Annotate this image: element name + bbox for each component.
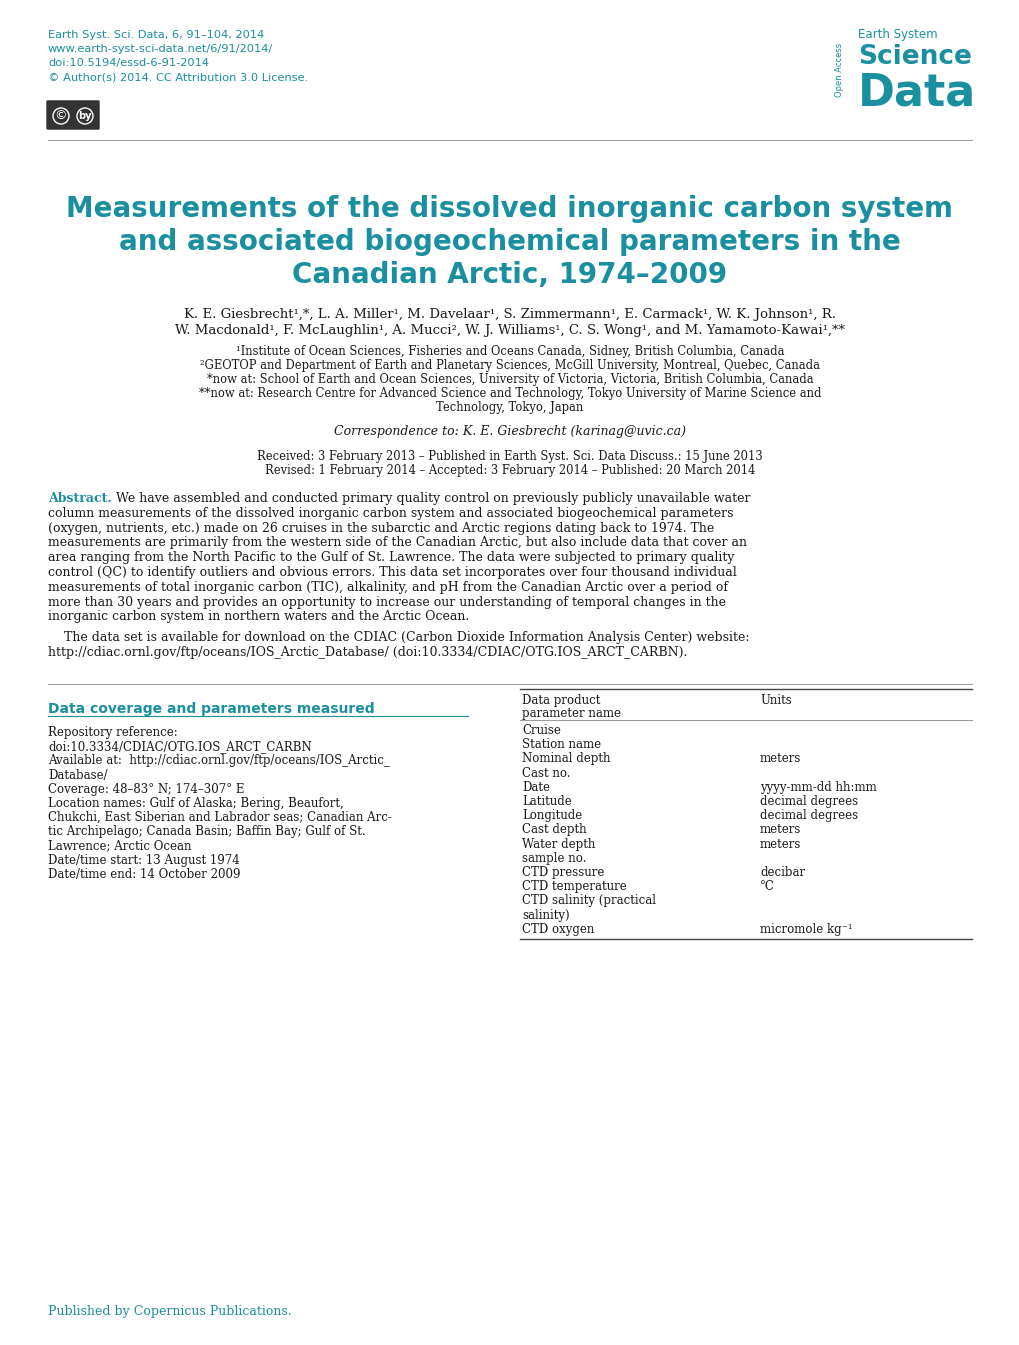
Text: inorganic carbon system in northern waters and the Arctic Ocean.: inorganic carbon system in northern wate… <box>48 611 469 623</box>
Text: Location names: Gulf of Alaska; Bering, Beaufort,: Location names: Gulf of Alaska; Bering, … <box>48 798 343 810</box>
Text: ¹Institute of Ocean Sciences, Fisheries and Oceans Canada, Sidney, British Colum: ¹Institute of Ocean Sciences, Fisheries … <box>235 346 784 358</box>
Text: Units: Units <box>759 694 791 707</box>
Text: tic Archipelago; Canada Basin; Baffin Bay; Gulf of St.: tic Archipelago; Canada Basin; Baffin Ba… <box>48 826 365 838</box>
Text: and associated biogeochemical parameters in the: and associated biogeochemical parameters… <box>119 229 900 256</box>
Text: measurements are primarily from the western side of the Canadian Arctic, but als: measurements are primarily from the west… <box>48 537 746 549</box>
Text: column measurements of the dissolved inorganic carbon system and associated biog: column measurements of the dissolved ino… <box>48 507 733 519</box>
Text: measurements of total inorganic carbon (TIC), alkalinity, and pH from the Canadi: measurements of total inorganic carbon (… <box>48 581 728 593</box>
Text: Published by Copernicus Publications.: Published by Copernicus Publications. <box>48 1305 291 1318</box>
Text: Longitude: Longitude <box>522 810 582 822</box>
Text: more than 30 years and provides an opportunity to increase our understanding of : more than 30 years and provides an oppor… <box>48 596 726 608</box>
Text: salinity): salinity) <box>522 909 569 921</box>
Text: °C: °C <box>759 880 774 893</box>
Text: Date/time end: 14 October 2009: Date/time end: 14 October 2009 <box>48 868 240 881</box>
Text: Data coverage and parameters measured: Data coverage and parameters measured <box>48 702 374 716</box>
Text: Date/time start: 13 August 1974: Date/time start: 13 August 1974 <box>48 854 239 866</box>
Text: We have assembled and conducted primary quality control on previously publicly u: We have assembled and conducted primary … <box>116 492 750 504</box>
Text: Abstract.: Abstract. <box>48 492 112 504</box>
Text: Cruise: Cruise <box>522 724 560 737</box>
Text: Science: Science <box>857 44 971 70</box>
Text: parameter name: parameter name <box>522 707 621 720</box>
Text: Open Access: Open Access <box>835 43 844 97</box>
Text: Coverage: 48–83° N; 174–307° E: Coverage: 48–83° N; 174–307° E <box>48 783 245 796</box>
Text: meters: meters <box>759 823 801 837</box>
Text: decimal degrees: decimal degrees <box>759 810 857 822</box>
Text: Cast depth: Cast depth <box>522 823 586 837</box>
Text: http://cdiac.ornl.gov/ftp/oceans/IOS_Arctic_Database/ (doi:10.3334/CDIAC/OTG.IOS: http://cdiac.ornl.gov/ftp/oceans/IOS_Arc… <box>48 646 687 659</box>
Text: Received: 3 February 2013 – Published in Earth Syst. Sci. Data Discuss.: 15 June: Received: 3 February 2013 – Published in… <box>257 451 762 463</box>
Text: Database/: Database/ <box>48 768 108 781</box>
Text: Latitude: Latitude <box>522 795 572 808</box>
Text: Measurements of the dissolved inorganic carbon system: Measurements of the dissolved inorganic … <box>66 195 953 223</box>
Text: by: by <box>78 112 92 121</box>
Text: Water depth: Water depth <box>522 838 595 850</box>
Text: micromole kg⁻¹: micromole kg⁻¹ <box>759 923 852 936</box>
Text: Canadian Arctic, 1974–2009: Canadian Arctic, 1974–2009 <box>292 261 727 289</box>
Text: CTD temperature: CTD temperature <box>522 880 626 893</box>
Text: Correspondence to: K. E. Giesbrecht (karinag@uvic.ca): Correspondence to: K. E. Giesbrecht (kar… <box>333 425 686 438</box>
Text: meters: meters <box>759 838 801 850</box>
Text: ©: © <box>55 109 67 122</box>
Text: CTD oxygen: CTD oxygen <box>522 923 594 936</box>
Text: doi:10.3334/CDIAC/OTG.IOS_ARCT_CARBN: doi:10.3334/CDIAC/OTG.IOS_ARCT_CARBN <box>48 740 312 753</box>
Text: **now at: Research Centre for Advanced Science and Technology, Tokyo University : **now at: Research Centre for Advanced S… <box>199 387 820 399</box>
Text: Station name: Station name <box>522 738 600 752</box>
Text: sample no.: sample no. <box>522 851 586 865</box>
Text: decimal degrees: decimal degrees <box>759 795 857 808</box>
Text: Repository reference:: Repository reference: <box>48 726 177 738</box>
Text: decibar: decibar <box>759 866 804 880</box>
Text: doi:10.5194/essd-6-91-2014: doi:10.5194/essd-6-91-2014 <box>48 58 209 69</box>
Text: The data set is available for download on the CDIAC (Carbon Dioxide Information : The data set is available for download o… <box>48 631 749 644</box>
Text: Cast no.: Cast no. <box>522 767 570 780</box>
Text: control (QC) to identify outliers and obvious errors. This data set incorporates: control (QC) to identify outliers and ob… <box>48 566 736 578</box>
Text: K. E. Giesbrecht¹,*, L. A. Miller¹, M. Davelaar¹, S. Zimmermann¹, E. Carmack¹, W: K. E. Giesbrecht¹,*, L. A. Miller¹, M. D… <box>183 308 836 321</box>
Text: CTD pressure: CTD pressure <box>522 866 604 880</box>
Text: Earth System: Earth System <box>857 28 936 40</box>
Text: *now at: School of Earth and Ocean Sciences, University of Victoria, Victoria, B: *now at: School of Earth and Ocean Scien… <box>207 373 812 386</box>
Text: © Author(s) 2014. CC Attribution 3.0 License.: © Author(s) 2014. CC Attribution 3.0 Lic… <box>48 73 308 82</box>
Text: W. Macdonald¹, F. McLaughlin¹, A. Mucci², W. J. Williams¹, C. S. Wong¹, and M. Y: W. Macdonald¹, F. McLaughlin¹, A. Mucci²… <box>175 324 844 338</box>
Text: Date: Date <box>522 781 549 794</box>
Text: Data: Data <box>857 73 975 116</box>
Text: Data product: Data product <box>522 694 600 707</box>
Text: Lawrence; Arctic Ocean: Lawrence; Arctic Ocean <box>48 839 192 853</box>
Text: Technology, Tokyo, Japan: Technology, Tokyo, Japan <box>436 401 583 414</box>
Text: CTD salinity (practical: CTD salinity (practical <box>522 894 655 908</box>
Text: Nominal depth: Nominal depth <box>522 752 610 765</box>
Text: Earth Syst. Sci. Data, 6, 91–104, 2014: Earth Syst. Sci. Data, 6, 91–104, 2014 <box>48 30 264 40</box>
Text: (oxygen, nutrients, etc.) made on 26 cruises in the subarctic and Arctic regions: (oxygen, nutrients, etc.) made on 26 cru… <box>48 522 713 534</box>
Text: yyyy-mm-dd hh:mm: yyyy-mm-dd hh:mm <box>759 781 876 794</box>
Text: area ranging from the North Pacific to the Gulf of St. Lawrence. The data were s: area ranging from the North Pacific to t… <box>48 551 734 564</box>
Text: meters: meters <box>759 752 801 765</box>
Text: Revised: 1 February 2014 – Accepted: 3 February 2014 – Published: 20 March 2014: Revised: 1 February 2014 – Accepted: 3 F… <box>265 464 754 477</box>
Text: Available at:  http://cdiac.ornl.gov/ftp/oceans/IOS_Arctic_: Available at: http://cdiac.ornl.gov/ftp/… <box>48 755 389 768</box>
Text: Chukchi, East Siberian and Labrador seas; Canadian Arc-: Chukchi, East Siberian and Labrador seas… <box>48 811 391 824</box>
FancyBboxPatch shape <box>47 101 100 129</box>
Text: www.earth-syst-sci-data.net/6/91/2014/: www.earth-syst-sci-data.net/6/91/2014/ <box>48 44 273 54</box>
Text: ²GEOTOP and Department of Earth and Planetary Sciences, McGill University, Montr: ²GEOTOP and Department of Earth and Plan… <box>200 359 819 373</box>
